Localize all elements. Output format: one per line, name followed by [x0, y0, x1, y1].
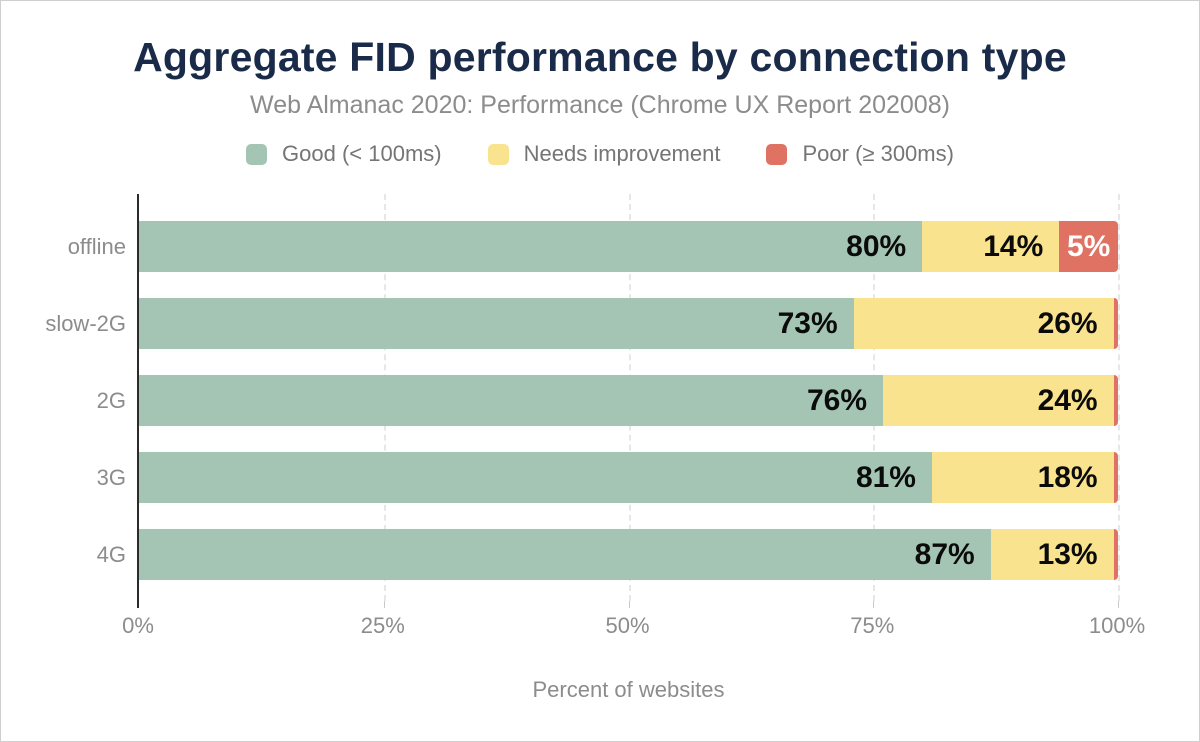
- bar-value-label: 18%: [1037, 461, 1098, 494]
- bar-value-label: 13%: [1037, 538, 1098, 571]
- bar-segment-poor: [1113, 529, 1118, 580]
- legend-item-poor: Poor (≥ 300ms): [766, 141, 954, 167]
- bar-value-label: 81%: [855, 461, 916, 494]
- bar-value-label: 73%: [777, 307, 838, 340]
- chart-title: Aggregate FID performance by connection …: [133, 34, 1067, 80]
- bar-row: 80% 14% 5%: [139, 221, 1118, 272]
- x-axis-tick-labels: 0% 25% 50% 75% 100%: [1, 613, 1199, 641]
- bar-segment-good: 73%: [139, 298, 854, 349]
- legend-label-needs-improvement: Needs improvement: [523, 141, 721, 166]
- bar-value-label: 80%: [846, 230, 907, 263]
- legend-label-poor: Poor (≥ 300ms): [802, 141, 954, 166]
- bar-segment-good: 81%: [139, 452, 932, 503]
- x-axis-tick: [873, 601, 875, 608]
- needs-improvement-swatch-icon: [487, 143, 509, 165]
- bar-segment-needs-improvement: 26%: [853, 298, 1114, 349]
- category-label: 2G: [96, 388, 126, 413]
- bar-segment-poor: [1113, 375, 1118, 426]
- good-swatch-icon: [246, 143, 268, 165]
- category-label: slow-2G: [45, 311, 126, 336]
- x-axis-tick: [383, 601, 385, 608]
- x-axis-tick-label: 25%: [360, 613, 405, 638]
- x-axis-tick: [628, 601, 630, 608]
- bar-segment-poor: [1113, 452, 1118, 503]
- y-axis-category-labels: offline slow-2G 2G 3G 4G: [1, 194, 126, 601]
- bar-row: 76% 24%: [139, 375, 1118, 426]
- bar-value-label: 5%: [1066, 230, 1111, 263]
- bar-row: 73% 26%: [139, 298, 1118, 349]
- x-axis-tick-label: 75%: [850, 613, 895, 638]
- legend-item-needs-improvement: Needs improvement: [487, 141, 721, 167]
- chart-subtitle: Web Almanac 2020: Performance (Chrome UX…: [250, 91, 950, 119]
- chart-area: offline slow-2G 2G 3G 4G 80% 14% 5% 73% 26% 76% 24…: [1, 194, 1199, 608]
- bar-value-label: 14%: [983, 230, 1044, 263]
- bar-segment-good: 76%: [139, 375, 884, 426]
- bar-value-label: 26%: [1037, 307, 1098, 340]
- bar-segment-good: 80%: [139, 221, 923, 272]
- bar-value-label: 24%: [1037, 384, 1098, 417]
- plot-area: 80% 14% 5% 73% 26% 76% 24% 81% 18% 87% 13%: [139, 194, 1120, 601]
- bar-segment-good: 87%: [139, 529, 991, 580]
- category-label: 3G: [96, 465, 126, 490]
- x-axis-tick-label: 100%: [1088, 613, 1146, 638]
- bar-segment-needs-improvement: 18%: [931, 452, 1114, 503]
- bar-segment-needs-improvement: 24%: [883, 375, 1114, 426]
- x-axis-tick: [1118, 601, 1119, 608]
- category-label: offline: [67, 234, 126, 259]
- legend-item-good: Good (< 100ms): [246, 141, 442, 167]
- bar-row: 87% 13%: [139, 529, 1118, 580]
- bar-segment-needs-improvement: 14%: [922, 221, 1060, 272]
- bar-segment-needs-improvement: 13%: [990, 529, 1114, 580]
- poor-swatch-icon: [766, 143, 788, 165]
- bar-row: 81% 18%: [139, 452, 1118, 503]
- y-axis-line: [137, 194, 139, 608]
- x-axis-tick-label: 0%: [122, 613, 154, 638]
- legend-label-good: Good (< 100ms): [282, 141, 442, 166]
- category-label: 4G: [96, 542, 126, 567]
- bar-segment-poor: [1113, 298, 1118, 349]
- bar-segment-poor: 5%: [1059, 221, 1118, 272]
- bar-value-label: 76%: [806, 384, 868, 417]
- legend: Good (< 100ms) Needs improvement Poor (≥…: [1, 141, 1199, 167]
- x-axis-title: Percent of websites: [532, 677, 725, 702]
- gridline: [1118, 194, 1120, 601]
- x-axis-tick-label: 50%: [605, 613, 650, 638]
- bar-value-label: 87%: [914, 538, 975, 571]
